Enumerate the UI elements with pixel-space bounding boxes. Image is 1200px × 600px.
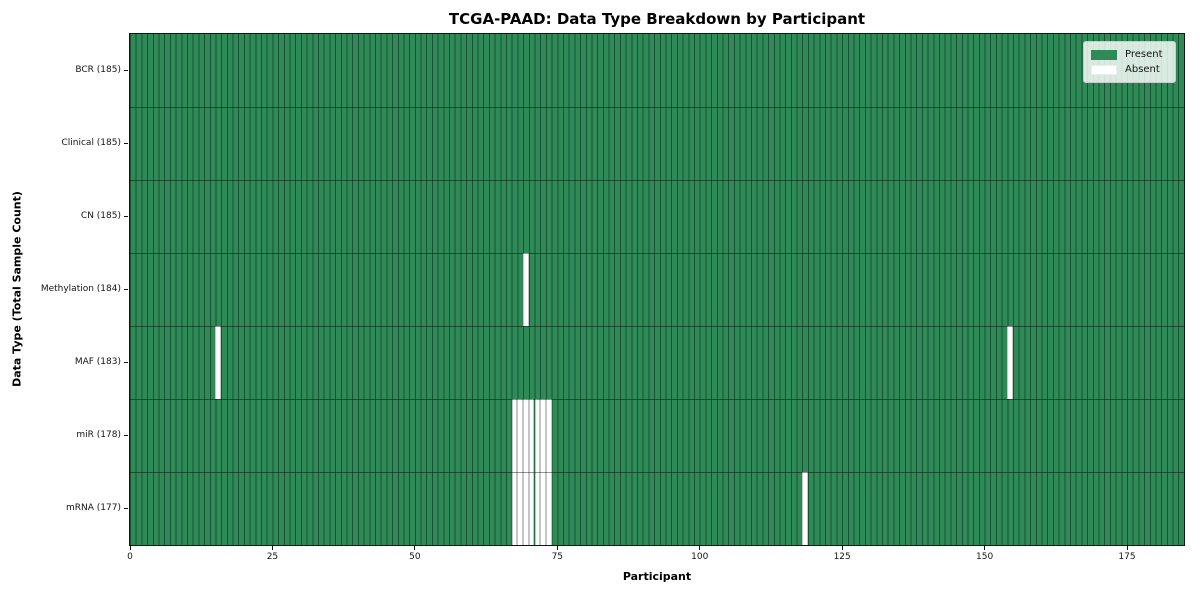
y-tick-label: BCR (185) (75, 65, 121, 75)
absent-cell (523, 253, 529, 326)
y-tick-label: MAF (183) (74, 357, 121, 367)
absent-cell (540, 399, 546, 472)
x-tick-label: 25 (266, 552, 279, 562)
legend-item: Absent (1091, 62, 1168, 77)
absent-cell (511, 472, 518, 545)
y-tick-mark (124, 435, 128, 436)
absent-cell (1007, 326, 1014, 399)
absent-swatch (1091, 64, 1117, 75)
x-tick-label: 50 (409, 552, 421, 562)
legend-item: Present (1091, 47, 1168, 62)
row-boundary (130, 106, 1184, 108)
participant-grid-stripes (130, 34, 1184, 545)
y-tick-mark (124, 216, 128, 217)
legend-label: Absent (1125, 64, 1160, 75)
absent-cell (523, 399, 529, 472)
y-tick-mark (124, 362, 128, 363)
y-tick-label: miR (178) (76, 430, 121, 440)
y-tick-mark (124, 289, 128, 290)
x-tick-mark (1126, 546, 1128, 550)
absent-cell (545, 472, 552, 545)
row-boundaries-layer (130, 34, 1184, 545)
y-tick-mark (124, 143, 128, 144)
absent-cell (534, 399, 541, 472)
chart-title: TCGA-PAAD: Data Type Breakdown by Partic… (448, 10, 866, 28)
x-tick-label: 150 (976, 552, 994, 562)
absent-cell (511, 399, 518, 472)
absent-cell (517, 472, 524, 545)
x-tick-label: 175 (1118, 552, 1136, 562)
present-swatch (1091, 49, 1117, 60)
x-tick-mark (841, 546, 843, 550)
y-tick-mark (124, 508, 128, 509)
absent-cell (517, 399, 524, 472)
x-axis-label: Participant (622, 570, 692, 583)
legend-label: Present (1125, 49, 1163, 60)
absent-cell (528, 399, 535, 472)
x-tick-label: 125 (833, 552, 851, 562)
plot-area (129, 33, 1185, 546)
x-tick-mark (984, 546, 986, 550)
x-tick-label: 100 (691, 552, 709, 562)
y-tick-mark (124, 70, 128, 71)
row-boundary (130, 325, 1184, 327)
x-tick-mark (271, 546, 273, 550)
absent-cell (802, 472, 808, 545)
row-boundary (130, 179, 1184, 181)
x-tick-mark (556, 546, 558, 550)
absent-cell (534, 472, 541, 545)
absent-cells-layer (130, 34, 1184, 545)
absent-cell (528, 472, 535, 545)
row-boundary (130, 398, 1184, 400)
absent-cell (540, 472, 546, 545)
row-boundary (130, 252, 1184, 254)
x-tick-label: 0 (127, 552, 133, 562)
y-tick-label: Clinical (185) (61, 138, 121, 148)
legend: Present Absent (1083, 41, 1176, 83)
x-tick-mark (699, 546, 701, 550)
x-tick-label: 75 (551, 552, 564, 562)
x-tick-mark (414, 546, 416, 550)
y-tick-label: mRNA (177) (66, 503, 121, 513)
y-tick-label: CN (185) (80, 211, 121, 221)
y-tick-label: Methylation (184) (40, 284, 121, 294)
row-boundary (130, 471, 1184, 473)
absent-cell (215, 326, 222, 399)
x-tick-mark (129, 546, 131, 550)
absent-cell (545, 399, 552, 472)
absent-cell (523, 472, 529, 545)
